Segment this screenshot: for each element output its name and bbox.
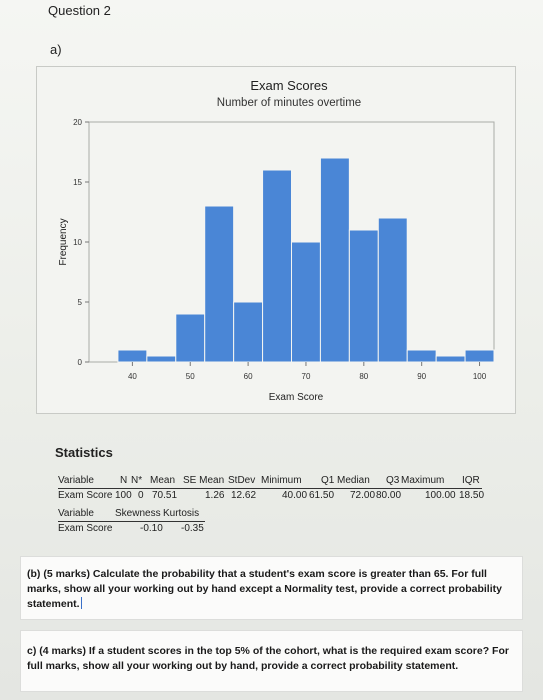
val-minimum: 40.00 <box>282 490 308 501</box>
y-tick-label: 15 <box>73 178 82 187</box>
hdr-nstar: N* <box>131 475 143 486</box>
y-tick-label: 5 <box>78 298 83 307</box>
part-c-marks: c) (4 marks) <box>27 645 86 657</box>
part-c-answer-box[interactable]: c) (4 marks) If a student scores in the … <box>20 630 523 692</box>
val-se-mean: 1.26 <box>205 490 225 501</box>
histogram-bar <box>435 355 466 363</box>
val-median: 72.00 <box>350 490 376 501</box>
hdr-n: N <box>120 475 128 486</box>
val-nstar: 0 <box>138 490 144 501</box>
val-iqr: 18.50 <box>459 490 485 501</box>
histogram-bar <box>406 349 437 363</box>
histogram-bar <box>262 169 293 363</box>
histogram-bar <box>319 157 350 363</box>
hdr2-variable: Variable <box>58 508 94 519</box>
y-tick-label: 10 <box>73 238 82 247</box>
val-n: 100 <box>115 490 132 501</box>
part-a-label: a) <box>50 42 62 57</box>
x-tick-label: 40 <box>128 372 137 381</box>
hdr-minimum: Minimum <box>261 475 302 486</box>
hdr-median: Median <box>337 475 370 486</box>
hdr-stdev: StDev <box>228 475 256 486</box>
hdr-q1: Q1 <box>321 475 335 486</box>
histogram-bar <box>377 217 408 363</box>
part-b-marks: (b) (5 marks) Calculate the probability … <box>27 568 449 580</box>
text-cursor <box>80 597 82 609</box>
header-rule-1 <box>58 488 482 489</box>
part-b-answer-box[interactable]: (b) (5 marks) Calculate the probability … <box>20 556 523 620</box>
hdr2-skewness: Skewness <box>115 508 161 519</box>
hdr-se-mean: SE Mean <box>183 475 225 486</box>
statistics-title: Statistics <box>55 445 113 460</box>
val2-skewness: -0.10 <box>140 523 163 534</box>
val-mean: 70.51 <box>152 490 178 501</box>
val-stdev: 12.62 <box>231 490 257 501</box>
val-maximum: 100.00 <box>425 490 456 501</box>
val2-kurtosis: -0.35 <box>181 523 204 534</box>
y-tick-label: 20 <box>73 118 82 127</box>
x-tick-label: 100 <box>473 372 487 381</box>
val-q3: 80.00 <box>376 490 402 501</box>
val2-variable: Exam Score <box>58 523 113 534</box>
exam-scores-histogram: Exam Scores Number of minutes overtime 4… <box>58 78 495 403</box>
part-b-text: For full marks, show all your working ou… <box>27 568 502 610</box>
x-axis-label: Exam Score <box>269 392 324 403</box>
histogram-bar <box>464 349 495 363</box>
y-tick-label: 0 <box>78 358 83 367</box>
hdr-mean: Mean <box>150 475 176 486</box>
x-tick-label: 50 <box>186 372 195 381</box>
histogram-bar <box>117 349 148 363</box>
x-tick-label: 80 <box>359 372 368 381</box>
question-title: Question 2 <box>48 3 111 18</box>
hdr-variable: Variable <box>58 475 94 486</box>
hdr-q3: Q3 <box>386 475 400 486</box>
x-tick-label: 60 <box>244 372 253 381</box>
histogram-bar <box>204 205 235 363</box>
histogram-bar <box>146 355 177 363</box>
histogram-bar <box>348 229 379 363</box>
part-c-text: If a student scores in the top 5% of the… <box>27 645 509 672</box>
histogram-bar <box>291 241 321 363</box>
chart-subtitle: Number of minutes overtime <box>217 97 361 109</box>
y-axis-label: Frequency <box>58 218 69 265</box>
hdr2-kurtosis: Kurtosis <box>163 508 200 519</box>
hdr-maximum: Maximum <box>401 475 445 486</box>
hdr-iqr: IQR <box>462 475 480 486</box>
histogram-bar <box>233 301 264 363</box>
header-rule-2 <box>58 521 205 522</box>
val-variable: Exam Score <box>58 490 113 501</box>
x-tick-label: 90 <box>417 372 426 381</box>
val-q1: 61.50 <box>309 490 335 501</box>
chart-title: Exam Scores <box>250 78 328 93</box>
histogram-bar <box>175 313 206 363</box>
x-tick-label: 70 <box>302 372 311 381</box>
